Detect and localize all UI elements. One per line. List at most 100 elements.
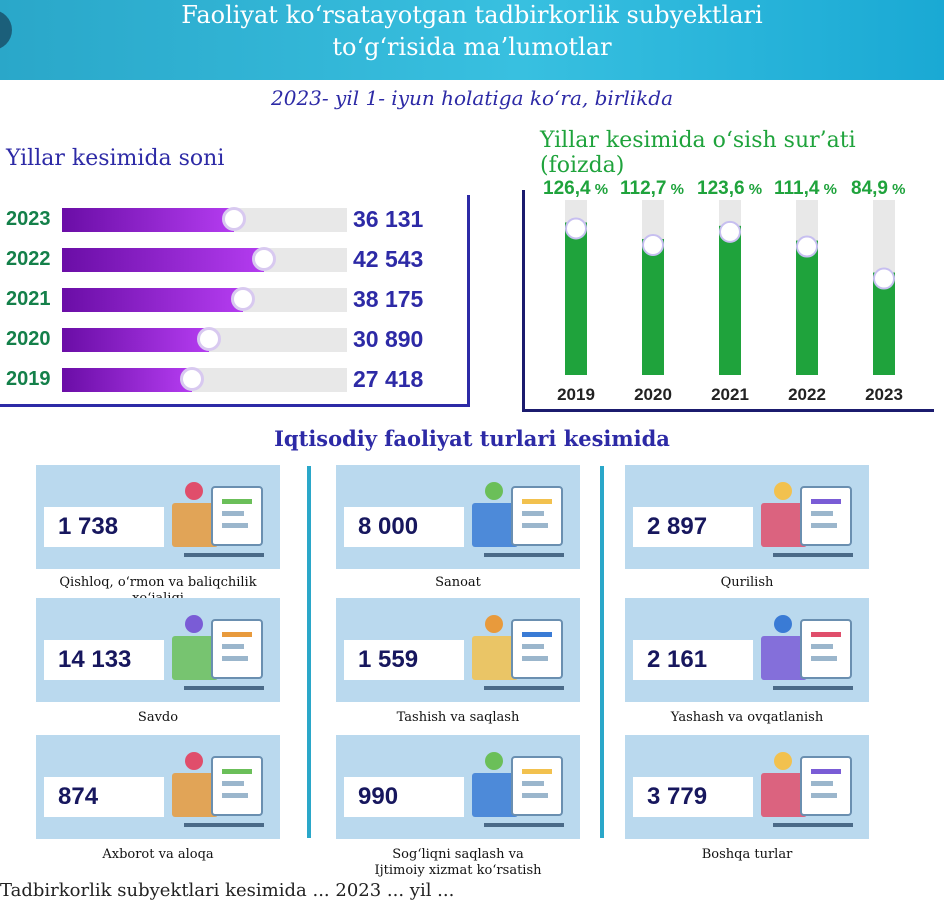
count-bar-year-label: 2020	[6, 328, 51, 350]
growth-bar-marker	[642, 233, 664, 256]
growth-value-number: 112,7	[620, 178, 667, 199]
activity-label: Sog‘liqni saqlash va Ijtimoiy xizmat ko‘r…	[336, 847, 580, 879]
activity-card: 14 133	[36, 598, 280, 702]
activity-label-line2: Ijtimoiy xizmat ko‘rsatish	[374, 863, 542, 878]
count-bar-row-2020: 2020 30 890	[0, 325, 460, 353]
activity-count: 1 559	[344, 640, 464, 680]
count-bar-year-label: 2021	[6, 288, 51, 310]
count-bar-value-label: 36 131	[353, 206, 424, 232]
activity-label: Sanoat	[435, 575, 481, 590]
growth-x-tick-label: 2022	[788, 385, 826, 404]
growth-bar-2023	[873, 272, 895, 375]
activity-count: 14 133	[44, 640, 164, 680]
page-title-line2: to‘g‘risida ma’lumotlar	[332, 33, 612, 61]
activity-count: 874	[44, 777, 164, 817]
count-bar-2019	[62, 368, 193, 392]
count-bar-row-2023: 2023 36 131	[0, 205, 460, 233]
page-subtitle: 2023- yil 1- iyun holatiga ko‘ra, birlik…	[271, 86, 673, 110]
activity-count: 8 000	[344, 507, 464, 547]
activity-card: 2 161	[625, 598, 869, 702]
growth-value-number: 84,9	[851, 178, 888, 199]
activity-card: 1 738	[36, 465, 280, 569]
count-bar-year-label: 2019	[6, 368, 51, 390]
construction-icon	[753, 473, 865, 565]
count-bar-value-label: 42 543	[353, 246, 424, 272]
growth-x-tick-label: 2023	[865, 385, 903, 404]
growth-bar-marker	[873, 267, 895, 290]
count-bar-value-label: 27 418	[353, 366, 424, 392]
growth-value-number: 111,4	[774, 178, 820, 199]
activity-label: Yashash va ovqatlanish	[670, 710, 824, 725]
count-chart-frame	[0, 195, 470, 407]
activity-label: Tashish va saqlash	[396, 710, 520, 725]
column-divider-2	[600, 466, 604, 838]
growth-value-unit: %	[887, 181, 906, 198]
count-bar-marker	[252, 247, 277, 271]
food-service-icon	[753, 606, 865, 698]
count-chart-title: Yillar kesimida soni	[6, 146, 225, 171]
growth-value-label-2023: 84,9 %	[851, 178, 906, 200]
shopping-icon	[164, 606, 276, 698]
count-bar-marker	[221, 207, 246, 231]
growth-value-label-2020: 112,7 %	[620, 178, 684, 200]
growth-bar-marker	[719, 220, 741, 243]
count-bar-track	[62, 287, 347, 312]
count-bar-marker	[196, 327, 221, 351]
activity-card: 3 779	[625, 735, 869, 839]
column-divider-1	[307, 466, 311, 838]
activity-count: 990	[344, 777, 464, 817]
activity-count: 2 897	[633, 507, 753, 547]
growth-value-number: 123,6	[697, 178, 745, 199]
factory-icon	[464, 473, 576, 565]
activity-count: 2 161	[633, 640, 753, 680]
count-bar-chart: 2023 36 131 2022 42 543 2021 38 175 2020 30 890…	[0, 195, 480, 410]
growth-bar-2020	[642, 238, 664, 375]
it-laptop-icon	[164, 743, 276, 835]
count-bar-2023	[62, 208, 234, 232]
growth-value-label-2021: 123,6 %	[697, 178, 762, 200]
activity-label: Axborot va aloqa	[102, 847, 214, 862]
header-band: Faoliyat ko‘rsatayotgan tadbirkorlik sub…	[0, 0, 944, 80]
growth-bar-2021	[719, 225, 741, 375]
growth-bar-2022	[796, 240, 818, 375]
growth-x-tick-label: 2020	[634, 385, 672, 404]
growth-value-unit: %	[744, 181, 763, 198]
growth-chart-title: Yillar kesimida o‘sish sur’ati (foizda)	[540, 128, 856, 178]
page-title-line1: Faoliyat ko‘rsatayotgan tadbirkorlik sub…	[181, 1, 763, 29]
medical-icon	[464, 743, 576, 835]
count-bar-year-label: 2023	[6, 208, 51, 230]
activity-card: 1 559	[336, 598, 580, 702]
count-bar-row-2019: 2019 27 418	[0, 365, 460, 393]
activity-label: Savdo	[137, 710, 179, 725]
count-bar-track	[62, 327, 347, 352]
growth-bar-chart: 2019 2020 2021 2022 2023	[522, 190, 934, 412]
growth-bar-marker	[565, 217, 587, 240]
activity-card: 874	[36, 735, 280, 839]
count-bar-marker	[231, 287, 256, 311]
growth-value-unit: %	[666, 181, 685, 198]
activity-label: Boshqa turlar	[701, 847, 793, 862]
count-bar-value-label: 38 175	[353, 286, 424, 312]
count-bar-track	[62, 367, 347, 392]
growth-bar-2019	[565, 222, 587, 375]
count-bar-year-label: 2022	[6, 248, 51, 270]
header-decoration	[0, 10, 12, 50]
growth-value-unit: %	[590, 181, 609, 198]
growth-value-label-2022: 111,4 %	[774, 178, 837, 200]
count-bar-track	[62, 207, 347, 232]
activity-count: 1 738	[44, 507, 164, 547]
count-bar-marker	[180, 367, 205, 391]
growth-x-tick-label: 2021	[711, 385, 749, 404]
count-bar-2022	[62, 248, 265, 272]
activity-card: 990	[336, 735, 580, 839]
growth-value-unit: %	[819, 181, 837, 198]
truck-icon	[464, 606, 576, 698]
growth-value-number: 126,4	[543, 178, 591, 199]
chart-analytics-icon	[753, 743, 865, 835]
activity-count: 3 779	[633, 777, 753, 817]
activity-label: Qurilish	[720, 575, 774, 590]
growth-bar-marker	[796, 235, 818, 258]
activity-card: 8 000	[336, 465, 580, 569]
agriculture-icon	[164, 473, 276, 565]
count-bar-2021	[62, 288, 244, 312]
